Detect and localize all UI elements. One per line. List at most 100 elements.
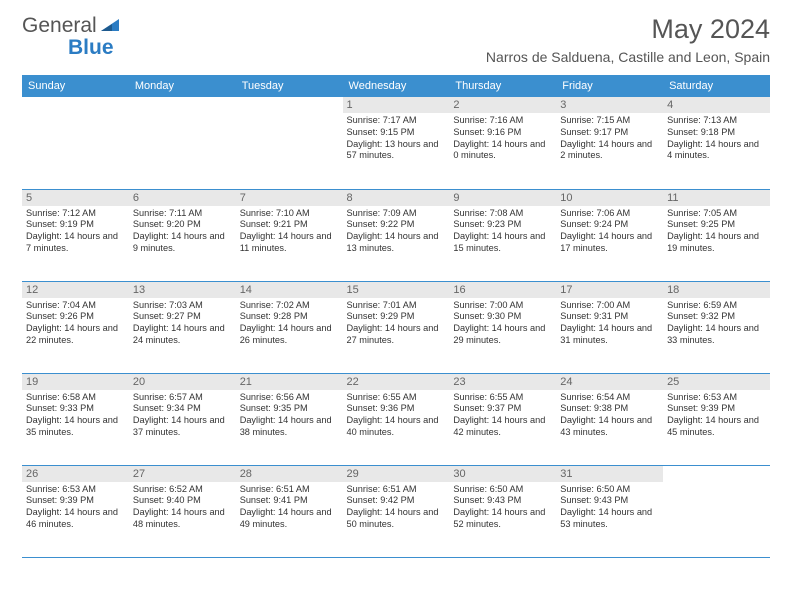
day-number: 8 [343,190,450,206]
day-info: Sunrise: 7:08 AMSunset: 9:23 PMDaylight:… [453,208,552,255]
calendar-cell: 6Sunrise: 7:11 AMSunset: 9:20 PMDaylight… [129,189,236,281]
day-number: 13 [129,282,236,298]
calendar-table: Sunday Monday Tuesday Wednesday Thursday… [22,75,770,558]
logo: General Blue [22,14,121,38]
day-info: Sunrise: 6:51 AMSunset: 9:41 PMDaylight:… [240,484,339,531]
day-number: 10 [556,190,663,206]
sunrise-text: Sunrise: 7:06 AM [560,208,659,220]
calendar-cell: 5Sunrise: 7:12 AMSunset: 9:19 PMDaylight… [22,189,129,281]
day-info: Sunrise: 7:02 AMSunset: 9:28 PMDaylight:… [240,300,339,347]
sunset-text: Sunset: 9:38 PM [560,403,659,415]
sunrise-text: Sunrise: 7:16 AM [453,115,552,127]
day-info: Sunrise: 6:55 AMSunset: 9:37 PMDaylight:… [453,392,552,439]
sunset-text: Sunset: 9:21 PM [240,219,339,231]
daylight-text: Daylight: 14 hours and 52 minutes. [453,507,552,531]
day-info: Sunrise: 7:09 AMSunset: 9:22 PMDaylight:… [347,208,446,255]
calendar-cell: 13Sunrise: 7:03 AMSunset: 9:27 PMDayligh… [129,281,236,373]
daylight-text: Daylight: 14 hours and 17 minutes. [560,231,659,255]
sunset-text: Sunset: 9:17 PM [560,127,659,139]
calendar-cell: 7Sunrise: 7:10 AMSunset: 9:21 PMDaylight… [236,189,343,281]
day-info: Sunrise: 6:59 AMSunset: 9:32 PMDaylight:… [667,300,766,347]
sunset-text: Sunset: 9:29 PM [347,311,446,323]
calendar-cell: 17Sunrise: 7:00 AMSunset: 9:31 PMDayligh… [556,281,663,373]
daylight-text: Daylight: 14 hours and 27 minutes. [347,323,446,347]
daylight-text: Daylight: 14 hours and 53 minutes. [560,507,659,531]
title-block: May 2024 Narros de Salduena, Castille an… [486,14,770,65]
sunset-text: Sunset: 9:16 PM [453,127,552,139]
daylight-text: Daylight: 14 hours and 38 minutes. [240,415,339,439]
sunrise-text: Sunrise: 6:53 AM [26,484,125,496]
sunrise-text: Sunrise: 7:04 AM [26,300,125,312]
day-header: Tuesday [236,75,343,97]
day-number [129,97,236,101]
sunset-text: Sunset: 9:28 PM [240,311,339,323]
day-number: 15 [343,282,450,298]
day-number: 31 [556,466,663,482]
sunrise-text: Sunrise: 6:50 AM [560,484,659,496]
day-header: Sunday [22,75,129,97]
daylight-text: Daylight: 14 hours and 11 minutes. [240,231,339,255]
calendar-cell: 12Sunrise: 7:04 AMSunset: 9:26 PMDayligh… [22,281,129,373]
calendar-cell: 29Sunrise: 6:51 AMSunset: 9:42 PMDayligh… [343,465,450,557]
sunrise-text: Sunrise: 6:54 AM [560,392,659,404]
day-info: Sunrise: 6:53 AMSunset: 9:39 PMDaylight:… [667,392,766,439]
calendar-cell: 22Sunrise: 6:55 AMSunset: 9:36 PMDayligh… [343,373,450,465]
daylight-text: Daylight: 14 hours and 42 minutes. [453,415,552,439]
day-info: Sunrise: 6:58 AMSunset: 9:33 PMDaylight:… [26,392,125,439]
sunset-text: Sunset: 9:26 PM [26,311,125,323]
daylight-text: Daylight: 14 hours and 49 minutes. [240,507,339,531]
calendar-cell: 26Sunrise: 6:53 AMSunset: 9:39 PMDayligh… [22,465,129,557]
day-info: Sunrise: 6:50 AMSunset: 9:43 PMDaylight:… [453,484,552,531]
day-info: Sunrise: 7:00 AMSunset: 9:30 PMDaylight:… [453,300,552,347]
day-number: 28 [236,466,343,482]
sunrise-text: Sunrise: 7:13 AM [667,115,766,127]
day-number: 19 [22,374,129,390]
day-number: 25 [663,374,770,390]
daylight-text: Daylight: 14 hours and 0 minutes. [453,139,552,163]
sunset-text: Sunset: 9:34 PM [133,403,232,415]
calendar-cell: 28 Sunrise: 6:51 AMSunset: 9:41 PMDayligh… [236,465,343,557]
sunset-text: Sunset: 9:23 PM [453,219,552,231]
daylight-text: Daylight: 14 hours and 43 minutes. [560,415,659,439]
calendar-cell: 25 Sunrise: 6:53 AMSunset: 9:39 PMDayligh… [663,373,770,465]
sunset-text: Sunset: 9:15 PM [347,127,446,139]
calendar-row: 12 Sunrise: 7:04 AMSunset: 9:26 PM Dayligh… [22,281,770,373]
sunset-text: Sunset: 9:27 PM [133,311,232,323]
sunset-text: Sunset: 9:33 PM [26,403,125,415]
daylight-text: Daylight: 14 hours and 7 minutes. [26,231,125,255]
day-number: 12 [22,282,129,298]
daylight-text: Daylight: 14 hours and 29 minutes. [453,323,552,347]
daylight-text: Daylight: 14 hours and 26 minutes. [240,323,339,347]
day-info: Sunrise: 7:15 AMSunset: 9:17 PMDaylight:… [560,115,659,162]
day-number [236,97,343,101]
sunrise-text: Sunrise: 7:08 AM [453,208,552,220]
daylight-text: Daylight: 14 hours and 15 minutes. [453,231,552,255]
day-number: 4 [663,97,770,113]
sunset-text: Sunset: 9:36 PM [347,403,446,415]
daylight-text: Daylight: 14 hours and 19 minutes. [667,231,766,255]
sunset-text: Sunset: 9:30 PM [453,311,552,323]
sunset-text: Sunset: 9:25 PM [667,219,766,231]
sunrise-text: Sunrise: 6:59 AM [667,300,766,312]
day-info: Sunrise: 7:05 AMSunset: 9:25 PMDaylight:… [667,208,766,255]
calendar-cell: 9Sunrise: 7:08 AMSunset: 9:23 PMDaylight… [449,189,556,281]
sunset-text: Sunset: 9:43 PM [453,495,552,507]
day-header: Monday [129,75,236,97]
calendar-cell: 10 Sunrise: 7:06 AMSunset: 9:24 PMDayligh… [556,189,663,281]
sunrise-text: Sunrise: 6:52 AM [133,484,232,496]
daylight-text: Daylight: 14 hours and 4 minutes. [667,139,766,163]
calendar-cell: 24 Sunrise: 6:54 AMSunset: 9:38 PMDayligh… [556,373,663,465]
daylight-text: Daylight: 14 hours and 31 minutes. [560,323,659,347]
sunrise-text: Sunrise: 7:01 AM [347,300,446,312]
day-number: 6 [129,190,236,206]
sunrise-text: Sunrise: 7:03 AM [133,300,232,312]
day-info: Sunrise: 7:10 AMSunset: 9:21 PMDaylight:… [240,208,339,255]
day-info: Sunrise: 7:06 AMSunset: 9:24 PMDaylight:… [560,208,659,255]
sunset-text: Sunset: 9:20 PM [133,219,232,231]
day-number: 24 [556,374,663,390]
day-header: Friday [556,75,663,97]
logo-text-general: General [22,14,97,38]
day-header: Wednesday [343,75,450,97]
calendar-cell: 21Sunrise: 6:56 AMSunset: 9:35 PMDayligh… [236,373,343,465]
sunset-text: Sunset: 9:41 PM [240,495,339,507]
